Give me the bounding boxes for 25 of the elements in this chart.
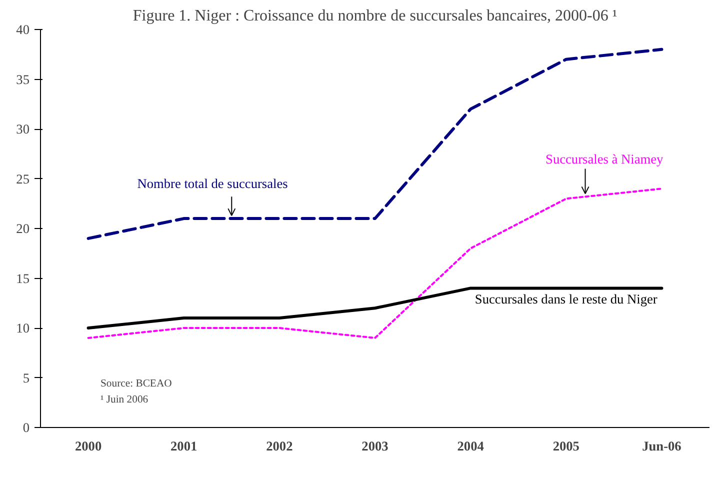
y-tick-label: 20 <box>16 221 30 236</box>
y-tick-label: 25 <box>16 171 30 186</box>
x-tick-label: 2004 <box>457 438 484 454</box>
x-tick-label: 2001 <box>170 438 198 454</box>
series-label: Succursales à Niamey <box>546 151 664 166</box>
y-tick-label: 40 <box>16 22 30 37</box>
x-tick-label: 2002 <box>266 438 294 454</box>
y-tick-label: 0 <box>22 420 30 435</box>
y-tick-label: 35 <box>16 72 30 87</box>
y-tick-label: 5 <box>22 370 30 386</box>
x-tick-label: 2000 <box>74 438 102 454</box>
text: Nombre total de succursales <box>137 176 288 192</box>
x-tick-label: Jun-06 <box>642 438 682 454</box>
chart-title: Figure 1. Niger : Croissance du nombre de succursales bancaires, 2000-06 ¹ <box>132 8 618 24</box>
line-series <box>87 188 663 339</box>
annotation: ¹ Juin 2006 <box>100 394 149 406</box>
line-series <box>86 48 664 240</box>
series-label: Succursales dans le reste du Niger <box>474 292 658 307</box>
y-tick-label: 10 <box>16 320 30 336</box>
annotation: Source: BCEAO <box>100 378 172 390</box>
y-tick-label: 30 <box>16 122 30 136</box>
line-series <box>86 286 664 330</box>
x-tick-label: 2005 <box>552 438 580 454</box>
y-tick-label: 15 <box>16 270 30 286</box>
x-tick-label: 2003 <box>362 438 389 454</box>
